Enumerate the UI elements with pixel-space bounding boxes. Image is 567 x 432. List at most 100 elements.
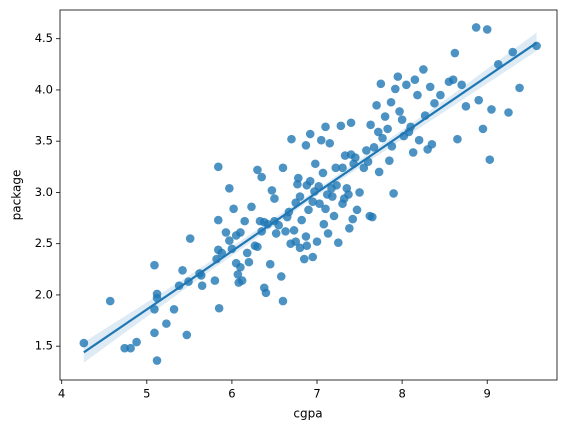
point <box>304 205 313 215</box>
point <box>278 296 288 306</box>
y-axis-label: package <box>10 170 24 221</box>
point <box>425 82 435 92</box>
point <box>348 214 358 224</box>
point <box>289 226 299 235</box>
point <box>383 124 392 134</box>
x-tick-label: 4 <box>58 387 65 401</box>
point <box>274 220 284 230</box>
point <box>369 143 379 152</box>
point <box>213 215 223 225</box>
point <box>308 197 318 206</box>
point <box>150 328 159 338</box>
point <box>120 343 129 353</box>
point <box>79 338 89 348</box>
point <box>236 262 245 272</box>
point <box>395 107 404 116</box>
point <box>253 242 262 252</box>
point <box>236 228 245 237</box>
point <box>453 134 462 144</box>
point <box>413 90 422 100</box>
point <box>265 259 275 269</box>
point <box>270 194 279 203</box>
plot-frame <box>59 9 558 381</box>
point <box>391 84 400 94</box>
point <box>225 236 234 245</box>
point <box>487 105 496 114</box>
point <box>287 134 296 144</box>
point <box>244 257 254 267</box>
point <box>408 148 418 157</box>
y-tick-label: 3.0 <box>35 185 53 199</box>
point <box>373 127 383 137</box>
point <box>450 48 460 58</box>
point <box>368 212 377 222</box>
point <box>299 254 309 264</box>
point <box>295 192 305 201</box>
point <box>344 190 353 199</box>
y-tick-label: 4.0 <box>35 82 53 96</box>
point <box>247 202 256 212</box>
point <box>276 272 286 281</box>
point <box>414 135 424 145</box>
point <box>318 168 328 178</box>
point <box>225 184 234 193</box>
point <box>237 276 247 285</box>
point <box>210 276 220 285</box>
point <box>333 238 343 247</box>
point <box>321 122 330 132</box>
point <box>267 186 277 195</box>
point <box>240 216 249 226</box>
regression-line <box>83 41 538 354</box>
point <box>297 215 306 225</box>
point <box>302 241 312 251</box>
point <box>316 135 326 145</box>
point <box>214 303 224 313</box>
point <box>152 356 162 365</box>
point <box>436 90 445 100</box>
point <box>461 102 471 111</box>
point <box>150 304 159 314</box>
point <box>185 234 195 243</box>
point <box>355 188 364 197</box>
point <box>346 118 356 128</box>
x-tick-label: 9 <box>484 387 491 401</box>
point <box>359 163 369 173</box>
point <box>362 146 371 155</box>
point <box>336 121 346 131</box>
point <box>430 98 439 108</box>
point <box>410 75 420 84</box>
point <box>338 163 347 173</box>
point <box>376 79 386 89</box>
point <box>271 229 281 238</box>
y-tick-label: 1.5 <box>35 339 53 353</box>
y-tick-label: 4.5 <box>35 31 53 45</box>
point <box>345 224 354 233</box>
point <box>329 211 339 221</box>
point <box>325 138 335 148</box>
x-tick-label: 7 <box>313 387 320 401</box>
point <box>261 288 271 298</box>
point <box>374 167 384 177</box>
point <box>372 101 381 110</box>
point <box>293 173 303 183</box>
point <box>152 289 162 299</box>
point <box>305 129 315 139</box>
point <box>386 97 396 107</box>
point <box>221 228 231 237</box>
point <box>312 237 322 246</box>
point <box>352 205 362 215</box>
point <box>397 115 407 124</box>
point <box>217 248 226 258</box>
point <box>319 219 329 229</box>
point <box>305 176 315 186</box>
y-tick-label: 2.5 <box>35 236 53 250</box>
point <box>321 204 330 214</box>
point <box>389 189 398 198</box>
x-axis-label: cgpa <box>293 407 322 421</box>
point <box>278 163 288 173</box>
point <box>301 140 311 150</box>
point <box>393 72 403 81</box>
point <box>242 248 252 258</box>
point <box>508 47 518 57</box>
